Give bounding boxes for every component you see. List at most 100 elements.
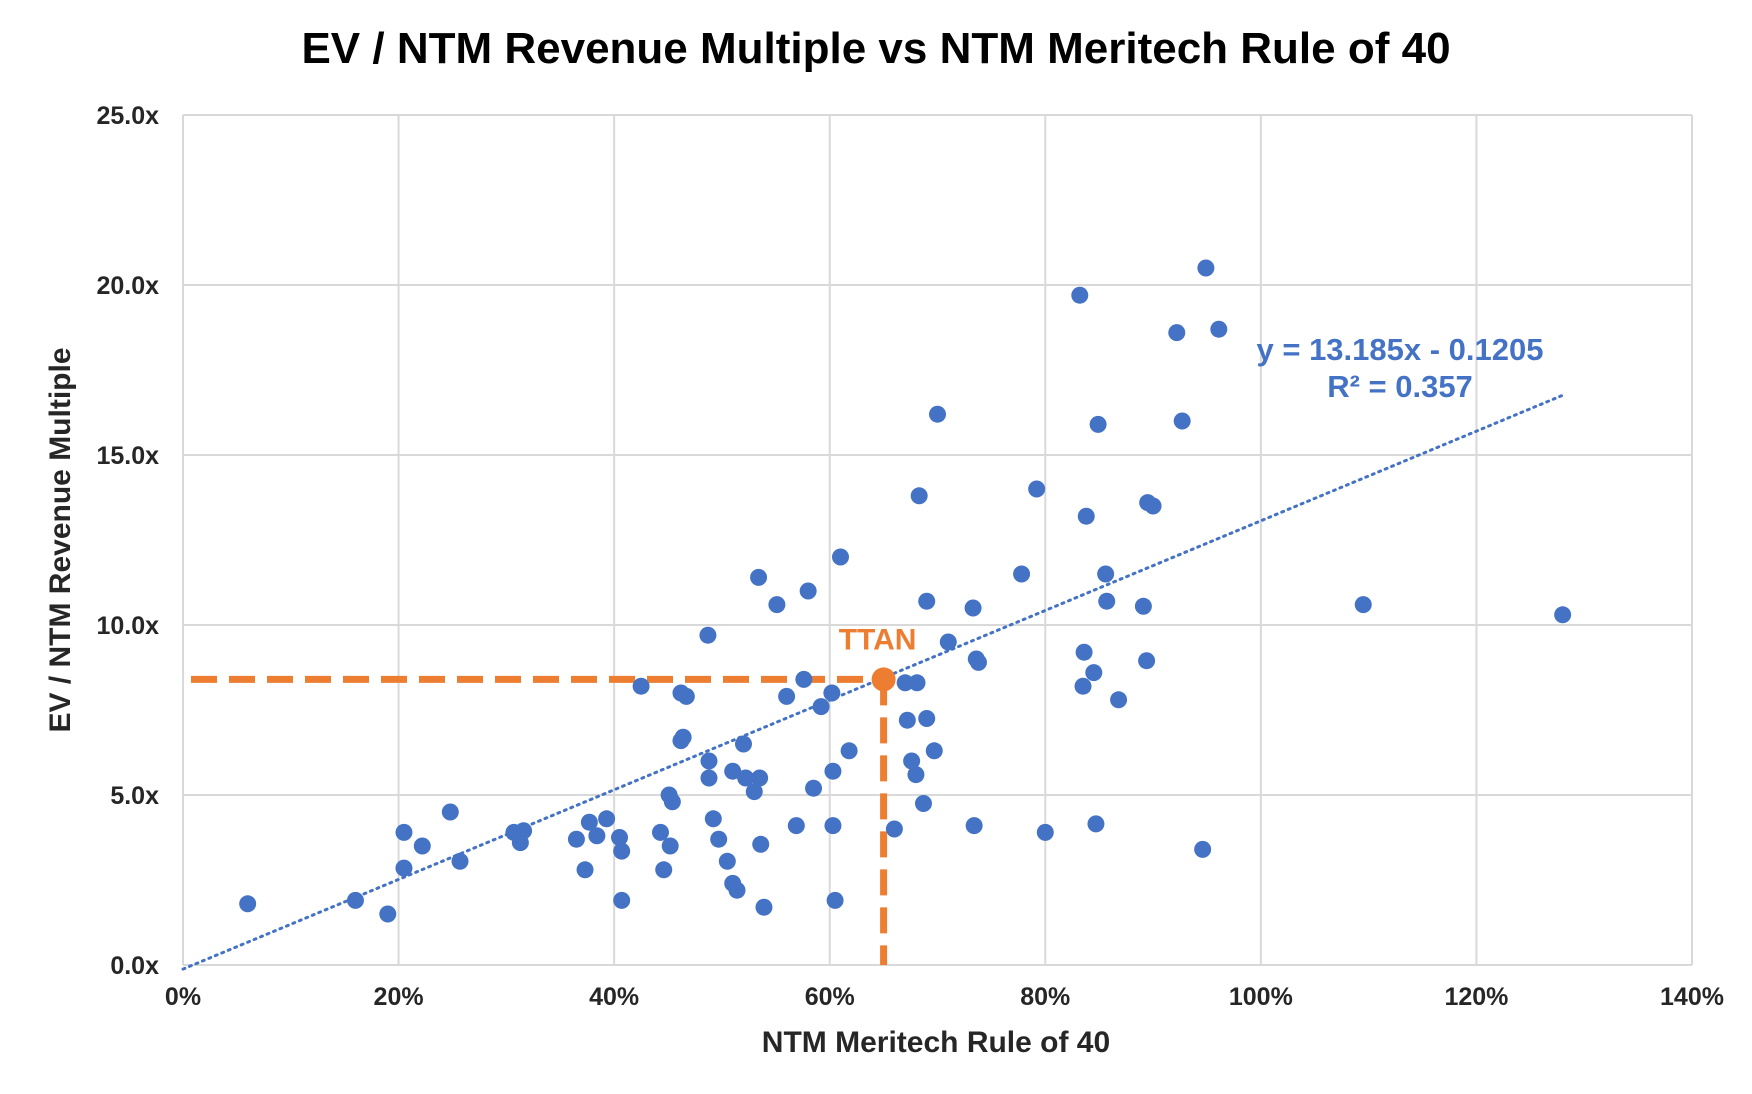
data-point — [745, 783, 763, 801]
data-point — [1013, 565, 1031, 583]
data-point — [674, 728, 692, 746]
data-point — [939, 633, 957, 651]
data-point — [908, 674, 926, 692]
x-tick-label: 20% — [374, 983, 424, 1011]
data-point — [914, 795, 932, 812]
data-point — [885, 820, 903, 838]
data-point — [611, 829, 629, 846]
data-point — [751, 769, 769, 787]
data-point — [1173, 412, 1191, 430]
data-point — [718, 852, 736, 870]
data-point — [1354, 596, 1372, 614]
trendline — [181, 393, 1565, 971]
data-point — [903, 752, 921, 770]
data-point — [824, 762, 842, 780]
data-point — [1085, 664, 1103, 682]
data-point — [768, 596, 786, 614]
data-point — [1110, 691, 1128, 709]
data-point — [898, 711, 916, 729]
data-point — [799, 582, 817, 600]
data-point — [704, 810, 722, 828]
data-point — [580, 813, 598, 831]
y-tick-label: 15.0x — [96, 442, 159, 470]
data-point — [700, 769, 718, 787]
data-point — [655, 861, 673, 879]
chart-title: EV / NTM Revenue Multiple vs NTM Meritec… — [301, 24, 1450, 73]
y-tick-label: 10.0x — [96, 612, 159, 640]
y-tick-label: 25.0x — [96, 102, 159, 130]
data-point — [699, 626, 717, 644]
data-point — [840, 742, 858, 760]
x-axis-ticks: 0% 20% 40% 60% 80% 100% 120% 140% — [165, 983, 1724, 1011]
y-tick-label: 0.0x — [110, 952, 159, 980]
data-point — [395, 823, 413, 841]
data-point — [734, 735, 752, 753]
data-point — [918, 710, 936, 727]
data-point — [824, 817, 842, 835]
x-tick-label: 80% — [1020, 983, 1070, 1011]
x-tick-label: 120% — [1444, 983, 1508, 1011]
data-point — [755, 898, 773, 916]
data-point — [651, 823, 669, 841]
data-point — [379, 905, 397, 923]
data-point — [812, 698, 830, 716]
data-point — [965, 817, 983, 835]
x-tick-label: 100% — [1229, 983, 1293, 1011]
gridlines — [182, 114, 1693, 966]
x-axis-title: NTM Meritech Rule of 40 — [762, 1026, 1110, 1059]
data-point — [778, 687, 796, 705]
data-point — [826, 891, 844, 909]
y-tick-label: 5.0x — [110, 782, 159, 810]
highlight-point-group: TTAN — [839, 623, 917, 692]
data-point — [750, 568, 768, 586]
highlight-guides — [191, 675, 888, 965]
x-tick-label: 40% — [589, 983, 639, 1011]
data-point — [1098, 592, 1116, 610]
data-point — [724, 762, 742, 780]
trendline-equation: y = 13.185x - 0.1205 — [1257, 332, 1544, 367]
data-point — [910, 487, 928, 505]
trendline-r-squared: R² = 0.357 — [1327, 369, 1473, 404]
data-point — [700, 752, 718, 770]
data-point — [677, 687, 695, 705]
data-point — [1089, 415, 1107, 433]
data-point — [918, 592, 936, 610]
data-point — [1197, 259, 1215, 277]
data-point — [413, 837, 431, 855]
highlight-point — [871, 667, 896, 692]
y-tick-label: 20.0x — [96, 272, 159, 300]
data-point — [395, 859, 413, 877]
x-tick-label: 0% — [165, 983, 201, 1011]
data-point — [613, 891, 631, 909]
data-point — [515, 822, 533, 840]
data-point — [787, 817, 805, 835]
data-point — [795, 670, 813, 688]
y-axis-ticks: 0.0x 5.0x 10.0x 15.0x 20.0x 25.0x — [96, 102, 159, 980]
data-point — [1210, 320, 1228, 338]
data-point — [1071, 286, 1089, 304]
data-point — [1075, 643, 1093, 661]
data-point — [896, 674, 914, 692]
y-axis-title: EV / NTM Revenue Multiple — [44, 347, 77, 732]
data-point — [567, 830, 585, 848]
data-point — [1138, 652, 1156, 670]
data-point — [728, 881, 746, 899]
data-point — [1028, 480, 1046, 498]
data-point — [239, 895, 257, 913]
data-points — [239, 259, 1572, 923]
data-point — [1074, 677, 1092, 695]
trendline-line — [181, 393, 1565, 971]
data-point — [1077, 507, 1095, 525]
data-point — [1097, 565, 1115, 583]
data-point — [661, 837, 679, 855]
data-point — [907, 766, 925, 784]
data-point — [1134, 597, 1152, 615]
data-point — [576, 861, 594, 879]
data-point — [964, 599, 982, 617]
data-point — [588, 827, 606, 845]
data-point — [1194, 840, 1212, 858]
highlight-label: TTAN — [839, 623, 917, 656]
data-point — [451, 852, 469, 870]
data-point — [1144, 497, 1162, 515]
